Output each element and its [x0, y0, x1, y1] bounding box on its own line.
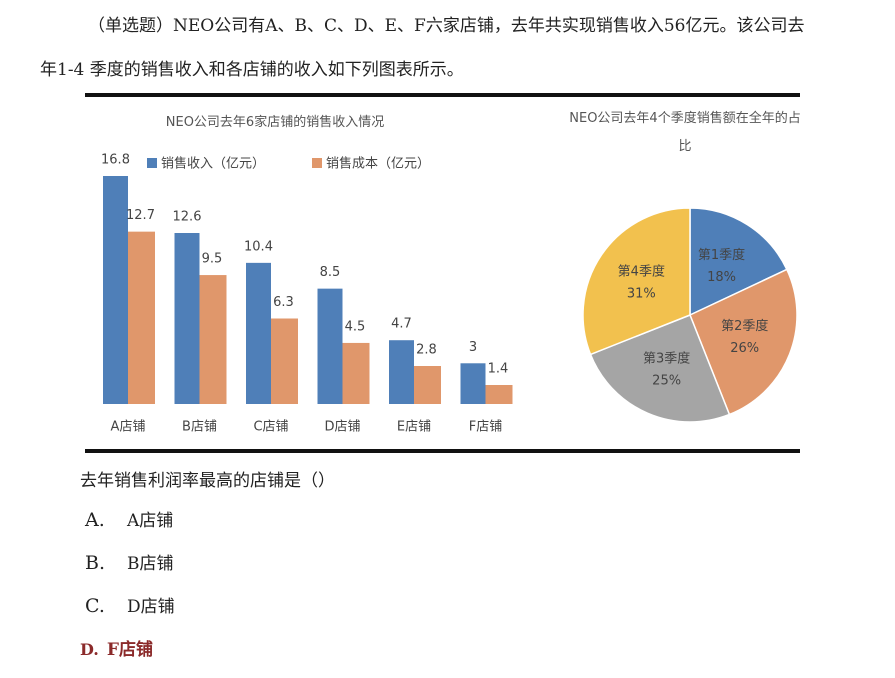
option-text: B店铺: [127, 554, 174, 574]
slice-value: 31%: [627, 286, 656, 301]
data-label: 10.4: [244, 239, 273, 254]
option-text: D店铺: [127, 597, 175, 617]
data-label: 4.7: [391, 317, 412, 332]
slice-label: 第4季度: [618, 263, 665, 279]
bar: [414, 366, 441, 404]
x-tick-label: B店铺: [182, 420, 217, 435]
option-letter: C.: [85, 595, 105, 617]
data-label: 12.7: [126, 208, 155, 223]
pie-slice: [582, 207, 691, 356]
slice-value: 25%: [652, 374, 681, 389]
slice-value: 26%: [730, 341, 759, 356]
legend-swatch: [147, 158, 157, 168]
slice-label: 第3季度: [643, 351, 690, 367]
option-letter: B.: [85, 552, 106, 574]
x-tick-label: E店铺: [397, 420, 431, 435]
x-tick-label: F店铺: [469, 420, 502, 435]
bar: [174, 233, 200, 404]
bar-title: NEO公司去年6家店铺的销售收入情况: [165, 115, 385, 130]
bar: [389, 340, 414, 404]
intro: （单选题）NEO公司有A、B、C、D、E、F六家店铺，去年共实现销售收入56亿元…: [40, 16, 805, 80]
data-label: 1.4: [488, 362, 509, 377]
slice-label: 第1季度: [698, 247, 745, 263]
legend-swatch: [312, 158, 322, 168]
slice-label: 第2季度: [721, 318, 768, 334]
bar: [485, 385, 513, 404]
x-tick-label: A店铺: [111, 420, 146, 435]
chart-area: 销售收入（亿元） 16.8 12.6 10.4 8.5 4.7 3 销售成本（亿元） 12.7 9…: [85, 93, 801, 453]
option: D. F店铺: [80, 635, 153, 660]
x-tick-label: D店铺: [324, 420, 360, 435]
data-label: 9.5: [202, 252, 223, 267]
legend-label: 销售收入（亿元）: [161, 156, 265, 172]
bar: [246, 262, 271, 404]
pie-slice: [689, 207, 788, 317]
option-text: A店铺: [127, 511, 174, 531]
charts: 销售收入（亿元） 16.8 12.6 10.4 8.5 4.7 3 销售成本（亿元） 12.7 9…: [101, 153, 798, 435]
x-tick-label: C店铺: [253, 420, 288, 435]
slice-value: 18%: [707, 270, 736, 285]
bar: [317, 288, 343, 404]
bar: [460, 363, 486, 404]
data-label: 2.8: [416, 343, 437, 358]
pie-title: NEO公司去年4个季度销售额在全年的占比: [569, 111, 801, 154]
option: B. B店铺: [85, 549, 174, 574]
bar: [199, 275, 227, 404]
bar: [342, 342, 370, 404]
legend-label: 销售成本（亿元）: [326, 156, 430, 172]
pie-slice: [689, 268, 798, 416]
data-label: 3: [469, 340, 477, 355]
pie-slice: [589, 314, 731, 423]
bar: [271, 318, 298, 404]
data-label: 6.3: [273, 295, 294, 310]
option-letter: D.: [80, 640, 99, 659]
data-label: 8.5: [320, 265, 341, 280]
bar: [128, 231, 155, 404]
data-label: 12.6: [173, 210, 202, 225]
data-label: 16.8: [101, 153, 130, 168]
question: 去年销售利润率最高的店铺是（）: [80, 471, 335, 491]
data-label: 4.5: [345, 319, 366, 334]
bar: [103, 176, 128, 404]
option-text: F店铺: [106, 640, 153, 660]
option: C. D店铺: [85, 592, 175, 617]
option-letter: A.: [85, 509, 105, 531]
option: A. A店铺: [85, 506, 173, 531]
